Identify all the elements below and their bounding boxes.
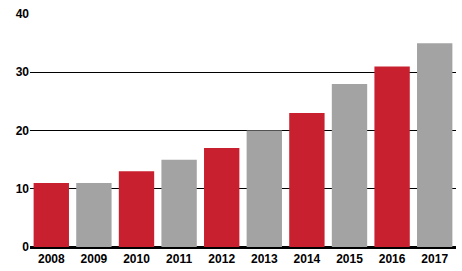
- svg-text:2017: 2017: [421, 252, 448, 266]
- svg-text:2013: 2013: [251, 252, 278, 266]
- svg-text:2015: 2015: [336, 252, 363, 266]
- svg-text:2009: 2009: [81, 252, 108, 266]
- svg-text:0: 0: [22, 240, 29, 254]
- svg-text:10: 10: [16, 182, 30, 196]
- svg-text:2014: 2014: [294, 252, 321, 266]
- svg-text:30: 30: [16, 65, 30, 79]
- svg-text:2008: 2008: [38, 252, 65, 266]
- svg-text:2011: 2011: [166, 252, 192, 266]
- svg-text:2016: 2016: [379, 252, 406, 266]
- svg-text:2012: 2012: [208, 252, 235, 266]
- svg-text:20: 20: [16, 124, 30, 138]
- svg-text:40: 40: [16, 7, 30, 21]
- svg-text:2010: 2010: [123, 252, 150, 266]
